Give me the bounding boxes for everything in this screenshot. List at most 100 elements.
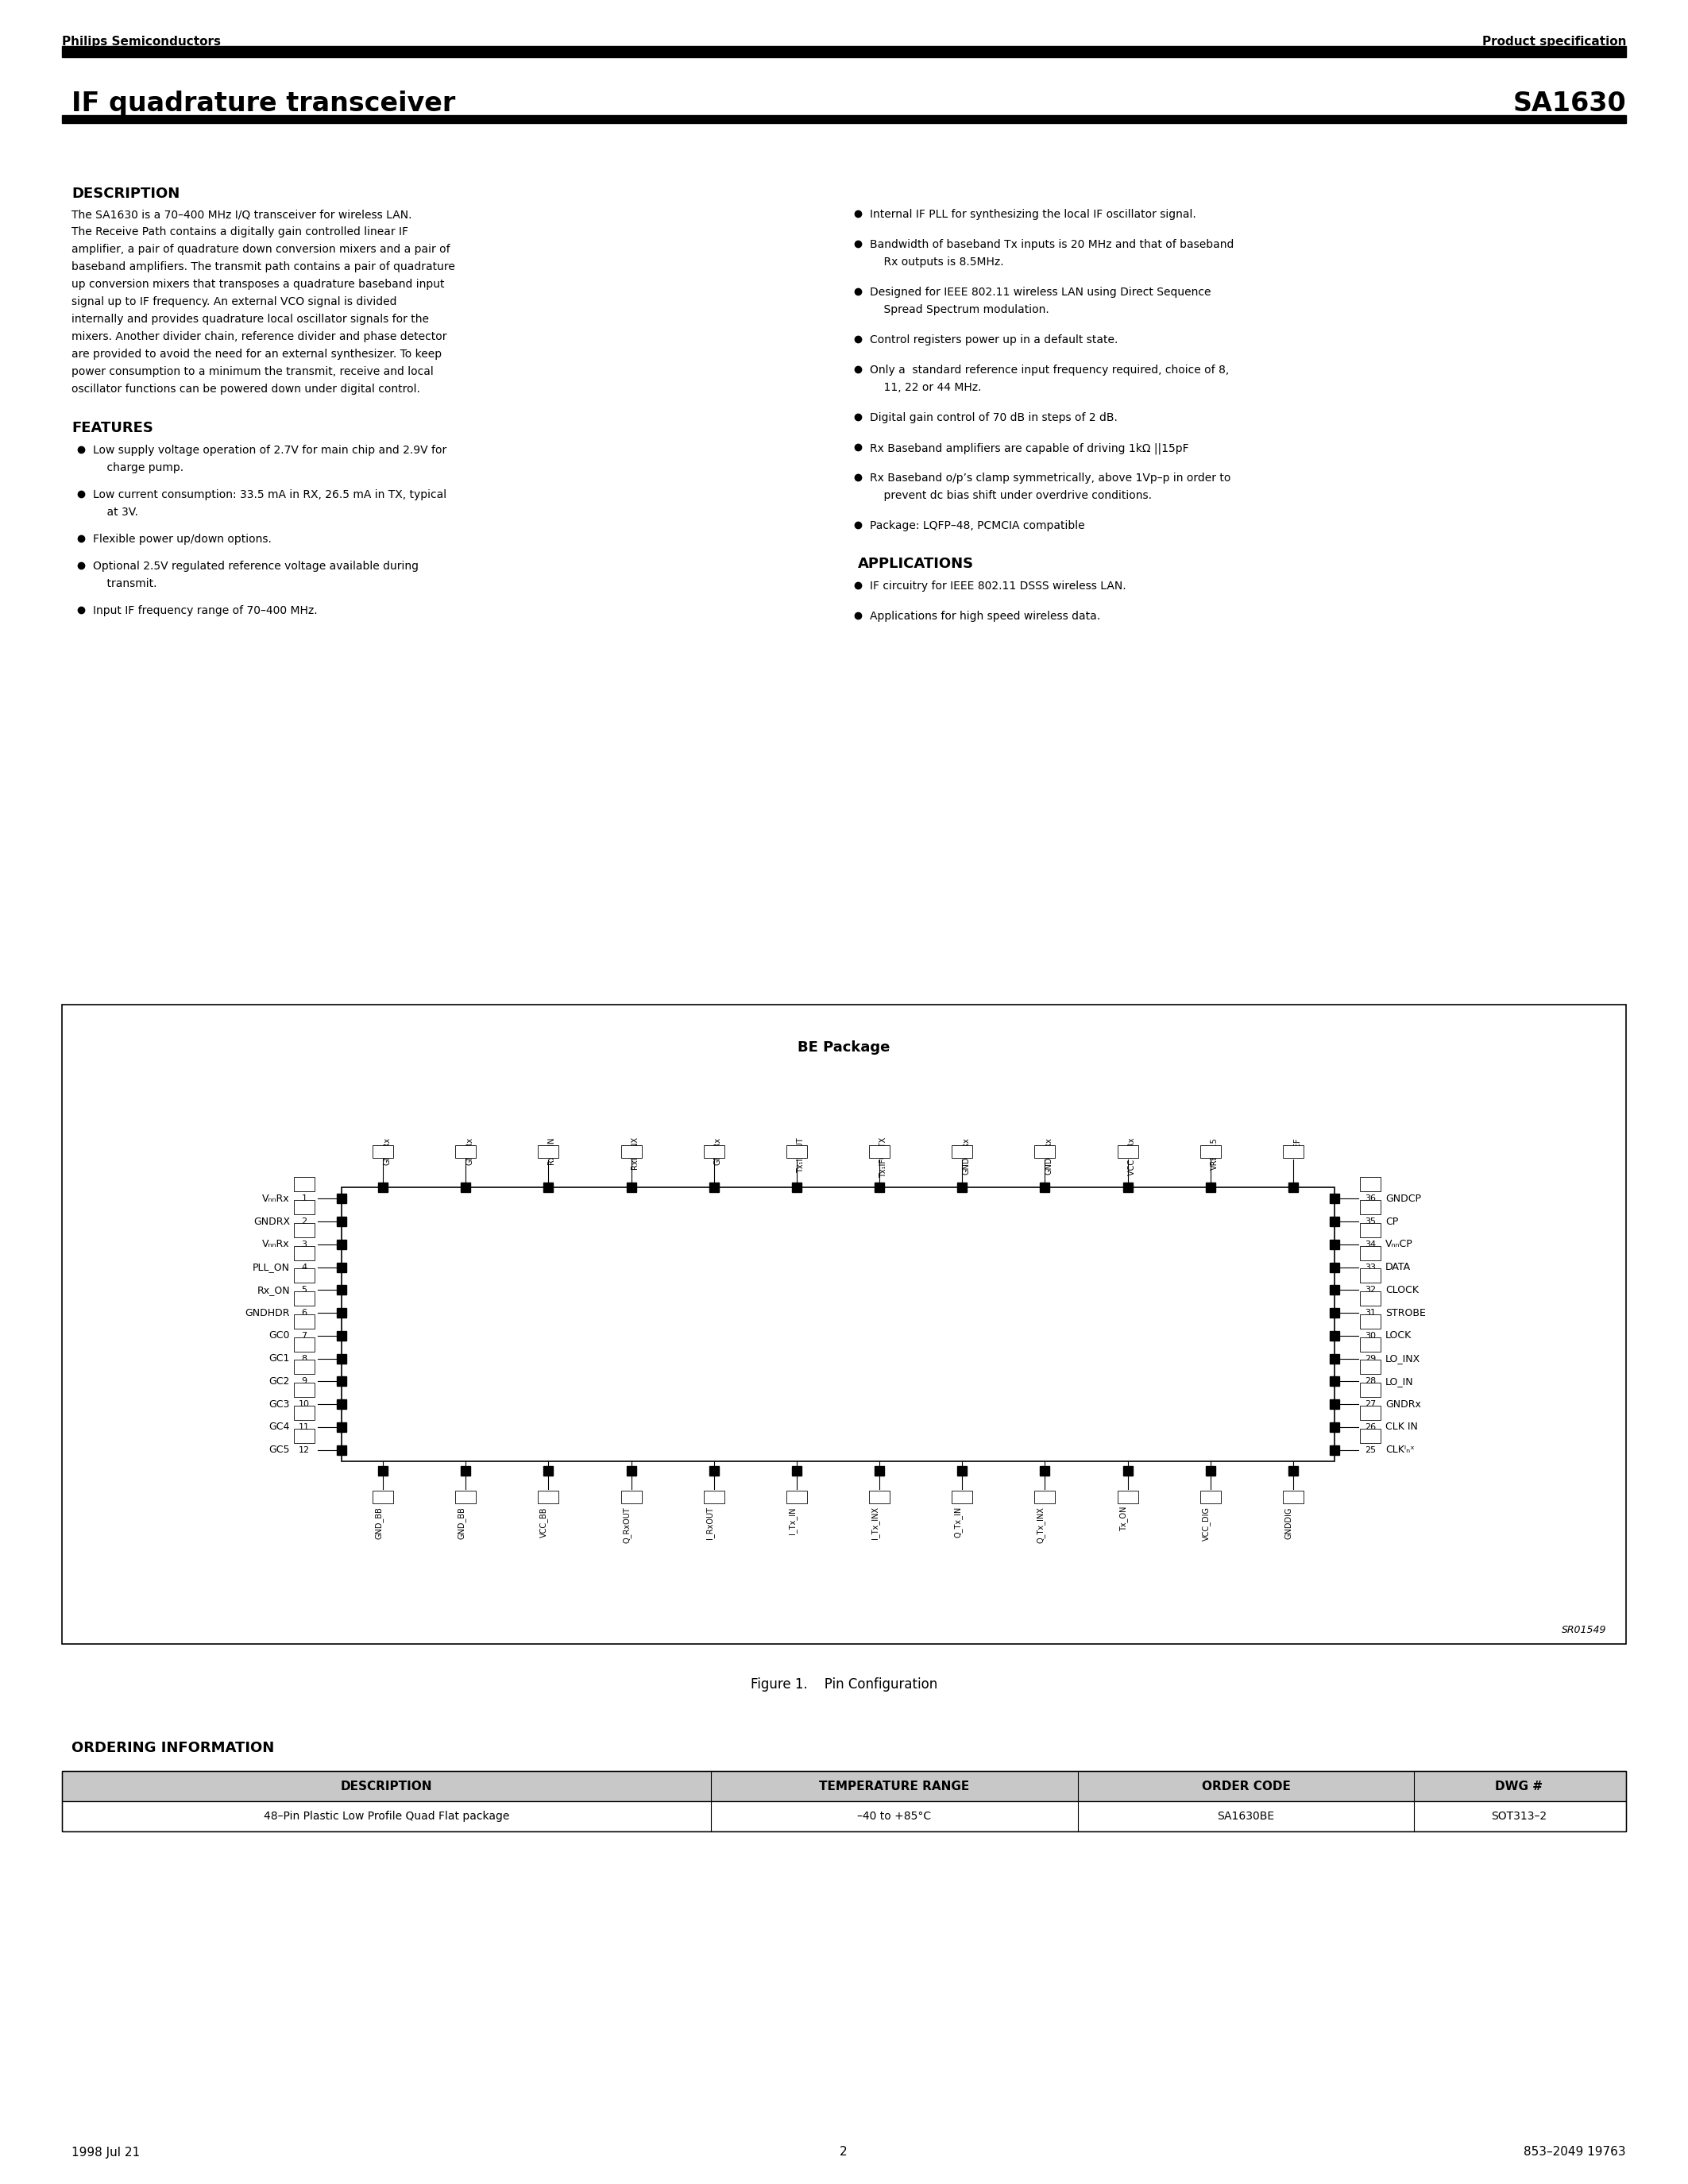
Text: GC4: GC4 — [268, 1422, 290, 1433]
Text: BE Package: BE Package — [798, 1040, 890, 1055]
Text: 6: 6 — [302, 1308, 307, 1317]
Text: Product specification: Product specification — [1482, 35, 1626, 48]
Bar — [544, 1465, 554, 1476]
Text: prevent dc bias shift under overdrive conditions.: prevent dc bias shift under overdrive co… — [869, 489, 1151, 500]
Text: Package: LQFP–48, PCMCIA compatible: Package: LQFP–48, PCMCIA compatible — [869, 520, 1085, 531]
Text: 37: 37 — [1288, 1147, 1298, 1155]
Text: PLL_ON: PLL_ON — [253, 1262, 290, 1273]
Text: VREF2.5: VREF2.5 — [1210, 1138, 1219, 1171]
Bar — [461, 1182, 471, 1192]
Text: 21: 21 — [1040, 1494, 1050, 1500]
Bar — [869, 1492, 890, 1503]
Text: GC2: GC2 — [268, 1376, 290, 1387]
Bar — [869, 1144, 890, 1158]
Text: 10: 10 — [299, 1400, 311, 1409]
Text: 12: 12 — [299, 1446, 311, 1455]
Text: 11: 11 — [299, 1424, 311, 1431]
Bar — [338, 1308, 346, 1317]
Text: I_Tx_IN: I_Tx_IN — [788, 1507, 797, 1533]
Text: 38: 38 — [1205, 1147, 1215, 1155]
Bar — [338, 1422, 346, 1433]
Text: 35: 35 — [1364, 1219, 1376, 1225]
Bar — [1361, 1406, 1381, 1420]
Text: 853–2049 19763: 853–2049 19763 — [1524, 2147, 1626, 2158]
Text: Optional 2.5V regulated reference voltage available during: Optional 2.5V regulated reference voltag… — [93, 561, 419, 572]
Bar — [62, 1802, 1626, 1832]
Text: power consumption to a minimum the transmit, receive and local: power consumption to a minimum the trans… — [71, 367, 434, 378]
Text: 33: 33 — [1364, 1262, 1376, 1271]
Text: at 3V.: at 3V. — [93, 507, 138, 518]
Bar — [1117, 1492, 1138, 1503]
Bar — [62, 1771, 1626, 1802]
Text: VCC_BB: VCC_BB — [540, 1507, 549, 1538]
Bar — [1361, 1361, 1381, 1374]
Bar — [792, 1465, 802, 1476]
Text: 48: 48 — [378, 1147, 388, 1155]
Text: 48–Pin Plastic Low Profile Quad Flat package: 48–Pin Plastic Low Profile Quad Flat pac… — [263, 1811, 510, 1821]
Text: 34: 34 — [1364, 1241, 1376, 1249]
Text: 36: 36 — [1364, 1195, 1376, 1203]
Text: SA1630: SA1630 — [1512, 90, 1626, 116]
Bar — [621, 1492, 641, 1503]
Text: RxIF INX: RxIF INX — [631, 1138, 640, 1171]
Text: 28: 28 — [1364, 1378, 1376, 1385]
Text: VₙₙCP: VₙₙCP — [1386, 1238, 1413, 1249]
Text: GC1: GC1 — [268, 1354, 290, 1363]
Text: TEMPERATURE RANGE: TEMPERATURE RANGE — [819, 1780, 969, 1793]
Text: 1998 Jul 21: 1998 Jul 21 — [71, 2147, 140, 2158]
Text: Q_RxOUT: Q_RxOUT — [623, 1507, 631, 1542]
Bar — [294, 1177, 314, 1192]
Bar — [957, 1182, 967, 1192]
Bar — [338, 1376, 346, 1387]
Bar — [294, 1361, 314, 1374]
Bar — [338, 1446, 346, 1455]
Bar — [456, 1144, 476, 1158]
Bar — [621, 1144, 641, 1158]
Bar — [338, 1216, 346, 1227]
Text: 29: 29 — [1364, 1354, 1376, 1363]
Bar — [338, 1262, 346, 1271]
Bar — [1283, 1492, 1303, 1503]
Text: 25: 25 — [1364, 1446, 1376, 1455]
Bar — [538, 1144, 559, 1158]
Bar — [1200, 1144, 1220, 1158]
Bar — [294, 1382, 314, 1398]
Text: 47: 47 — [461, 1147, 471, 1155]
Bar — [1117, 1144, 1138, 1158]
Text: transmit.: transmit. — [93, 579, 157, 590]
Text: 19: 19 — [874, 1494, 885, 1500]
Bar — [294, 1428, 314, 1444]
Bar — [1330, 1400, 1339, 1409]
Bar — [626, 1182, 636, 1192]
Bar — [338, 1241, 346, 1249]
Bar — [338, 1286, 346, 1295]
Bar — [1040, 1182, 1050, 1192]
Text: Low current consumption: 33.5 mA in RX, 26.5 mA in TX, typical: Low current consumption: 33.5 mA in RX, … — [93, 489, 447, 500]
Text: Designed for IEEE 802.11 wireless LAN using Direct Sequence: Designed for IEEE 802.11 wireless LAN us… — [869, 286, 1210, 297]
Text: 14: 14 — [461, 1494, 471, 1500]
Text: 15: 15 — [544, 1494, 554, 1500]
Text: 23: 23 — [1205, 1494, 1215, 1500]
Text: 11, 22 or 44 MHz.: 11, 22 or 44 MHz. — [869, 382, 981, 393]
Text: Digital gain control of 70 dB in steps of 2 dB.: Digital gain control of 70 dB in steps o… — [869, 413, 1117, 424]
Bar — [952, 1492, 972, 1503]
Text: 5: 5 — [302, 1286, 307, 1293]
Bar — [1288, 1182, 1298, 1192]
Bar — [1361, 1337, 1381, 1352]
Text: 44: 44 — [709, 1147, 719, 1155]
Bar — [626, 1465, 636, 1476]
Text: Rx_ON: Rx_ON — [257, 1284, 290, 1295]
Text: GNDHDR: GNDHDR — [245, 1308, 290, 1319]
Text: Only a  standard reference input frequency required, choice of 8,: Only a standard reference input frequenc… — [869, 365, 1229, 376]
Text: The SA1630 is a 70–400 MHz I/Q transceiver for wireless LAN.: The SA1630 is a 70–400 MHz I/Q transceiv… — [71, 210, 412, 221]
Text: Tx₁IFOUT: Tx₁IFOUT — [797, 1138, 805, 1173]
Bar — [294, 1337, 314, 1352]
Text: 17: 17 — [709, 1494, 719, 1500]
Text: LO_INX: LO_INX — [1386, 1354, 1421, 1363]
Text: VCC_DIG: VCC_DIG — [1202, 1507, 1210, 1540]
Bar — [1205, 1465, 1215, 1476]
Text: 27: 27 — [1364, 1400, 1376, 1409]
Bar — [338, 1195, 346, 1203]
Text: GND_BB: GND_BB — [375, 1507, 383, 1540]
Text: 39: 39 — [1123, 1147, 1133, 1155]
